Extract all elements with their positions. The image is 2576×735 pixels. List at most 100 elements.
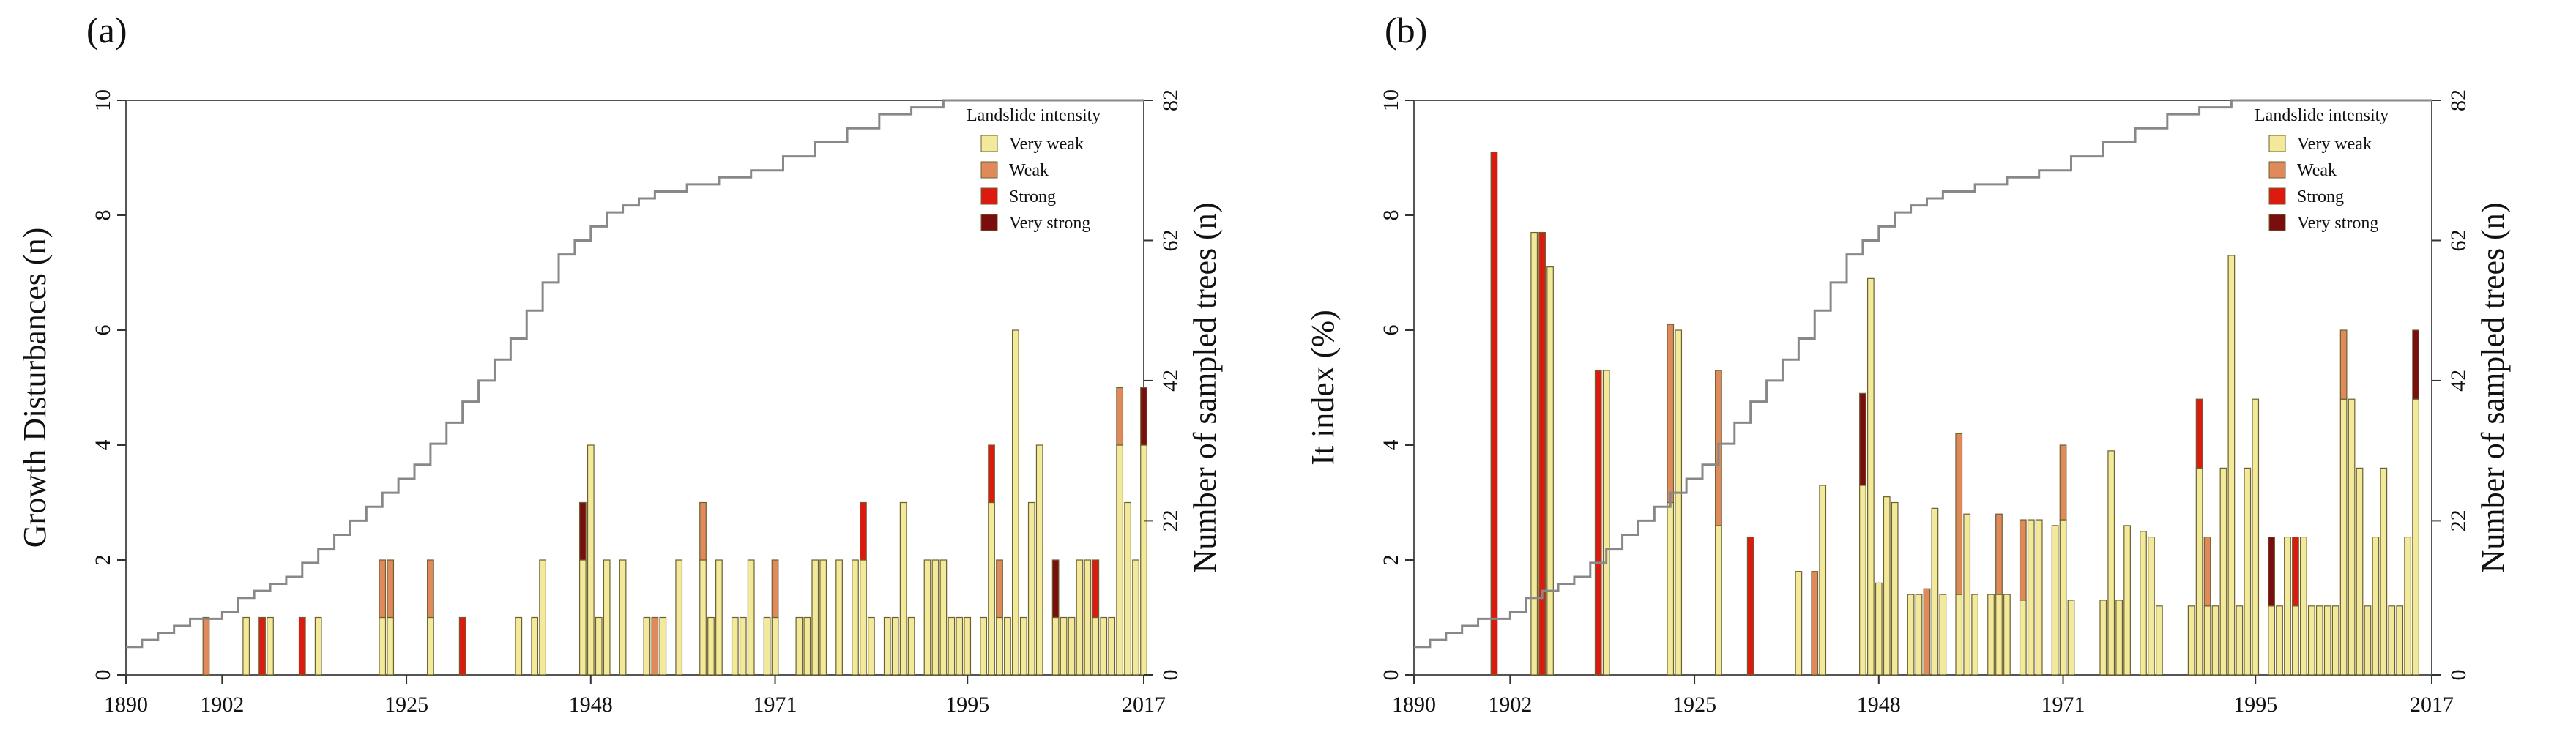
bar-very-weak <box>1124 501 1131 676</box>
bar-strong <box>2292 536 2299 607</box>
bar-very-strong <box>578 501 587 561</box>
bar-very-weak <box>1995 594 2003 676</box>
y2-tick-label: 82 <box>1158 89 1183 111</box>
bar-very-weak <box>2156 605 2163 676</box>
bar-very-weak <box>1795 571 1803 676</box>
bar-very-weak <box>2019 600 2027 676</box>
bar-weak <box>1116 387 1124 446</box>
legend-title: Landslide intensity <box>2255 106 2389 125</box>
bar-very-strong <box>1140 387 1147 446</box>
bar-very-weak <box>2115 600 2123 676</box>
bar-very-weak <box>931 559 939 676</box>
bar-strong <box>258 616 266 676</box>
bar-very-weak <box>2380 467 2388 676</box>
y-tick-label: 0 <box>91 670 115 681</box>
bar-very-weak <box>2276 605 2283 676</box>
bar-strong <box>1538 231 1546 676</box>
bar-very-weak <box>763 616 771 676</box>
bar-very-weak <box>699 559 707 676</box>
y-axis-title: Growth Disturbances (n) <box>17 228 53 548</box>
bar-very-weak <box>1068 616 1076 676</box>
bar-very-weak <box>2268 605 2275 676</box>
bar-very-weak <box>980 616 987 676</box>
bar-very-weak <box>1987 594 1995 676</box>
bar-very-weak <box>1035 444 1043 676</box>
bar-very-weak <box>2372 536 2380 676</box>
panel-label: (b) <box>1385 10 1428 51</box>
bar-very-weak <box>1084 559 1092 676</box>
y2-tick-label: 62 <box>1158 229 1183 251</box>
bar-very-weak <box>2300 536 2307 676</box>
bar-very-weak <box>964 616 972 676</box>
bar-very-strong <box>2268 536 2275 607</box>
bar-very-strong <box>1051 559 1060 619</box>
bar-very-weak <box>2148 536 2155 676</box>
legend-swatch <box>2268 214 2286 231</box>
bar-very-weak <box>731 616 739 676</box>
bar-very-weak <box>1051 616 1060 676</box>
x-tick-label: 1995 <box>945 693 989 717</box>
bar-very-weak <box>2284 536 2291 676</box>
bar-strong <box>988 444 995 504</box>
bar-very-weak <box>578 559 587 676</box>
bar-weak <box>996 559 1003 619</box>
bar-weak <box>1923 588 1931 676</box>
bar-very-weak <box>587 444 595 676</box>
bar-very-weak <box>739 616 747 676</box>
bar-weak <box>771 559 779 619</box>
legend-swatch <box>2268 187 2286 205</box>
bar-weak <box>427 559 434 619</box>
bar-very-weak <box>835 559 843 676</box>
y-tick-label: 10 <box>91 89 115 111</box>
y2-tick-label: 0 <box>1158 670 1183 681</box>
bar-very-weak <box>1027 501 1035 676</box>
bar-very-weak <box>1004 616 1011 676</box>
bar-strong <box>1746 536 1754 676</box>
plot-frame <box>1413 100 2432 676</box>
bar-very-weak <box>1883 496 1891 676</box>
y-tick-label: 4 <box>1379 440 1403 451</box>
bar-strong <box>458 616 466 676</box>
bar-very-weak <box>891 616 899 676</box>
bar-very-weak <box>2059 519 2067 676</box>
bar-very-weak <box>907 616 915 676</box>
x-tick-label: 1948 <box>1857 693 1901 717</box>
bar-weak <box>2203 536 2211 607</box>
bar-very-weak <box>1963 513 1971 676</box>
bar-very-weak <box>2388 605 2396 676</box>
y-tick-label: 6 <box>91 325 115 336</box>
bar-very-weak <box>1100 616 1108 676</box>
y-axis-title: It index (%) <box>1305 310 1341 466</box>
bar-very-weak <box>747 559 755 676</box>
bar-very-weak <box>1108 616 1116 676</box>
legend-swatch <box>2268 135 2286 152</box>
bar-very-weak <box>1132 559 1139 676</box>
bar-very-weak <box>2252 398 2260 676</box>
x-tick-label: 1890 <box>1392 693 1436 717</box>
bar-very-weak <box>883 616 891 676</box>
bar-very-weak <box>2195 467 2203 676</box>
bar-very-weak <box>2364 605 2372 676</box>
y-tick-label: 6 <box>1379 325 1403 336</box>
bar-very-weak <box>771 616 779 676</box>
bar-very-weak <box>2219 467 2227 676</box>
x-tick-label: 1971 <box>753 693 797 717</box>
bar-weak <box>379 559 387 619</box>
bar-very-weak <box>675 559 683 676</box>
sampled-trees-line <box>126 99 1144 649</box>
bar-very-weak <box>1971 594 1979 676</box>
legend-swatch <box>2268 161 2286 179</box>
bar-very-weak <box>2404 536 2412 676</box>
bar-very-weak <box>2323 605 2331 676</box>
panel-b: (b) 1890 1902 1925 1948 1971 1995 2017 0 2 4 6 8 10 0… <box>1288 0 2576 735</box>
bar-very-weak <box>899 501 907 676</box>
bar-very-weak <box>795 616 803 676</box>
bar-very-weak <box>2099 600 2107 676</box>
y2-tick-label: 62 <box>2446 229 2471 251</box>
bar-strong <box>1490 152 1498 676</box>
bar-very-weak <box>1675 329 1683 676</box>
bar-very-weak <box>531 616 539 676</box>
legend-item-label: Very strong <box>1009 214 1090 233</box>
bar-very-weak <box>2396 605 2404 676</box>
bar-weak <box>2059 444 2067 521</box>
